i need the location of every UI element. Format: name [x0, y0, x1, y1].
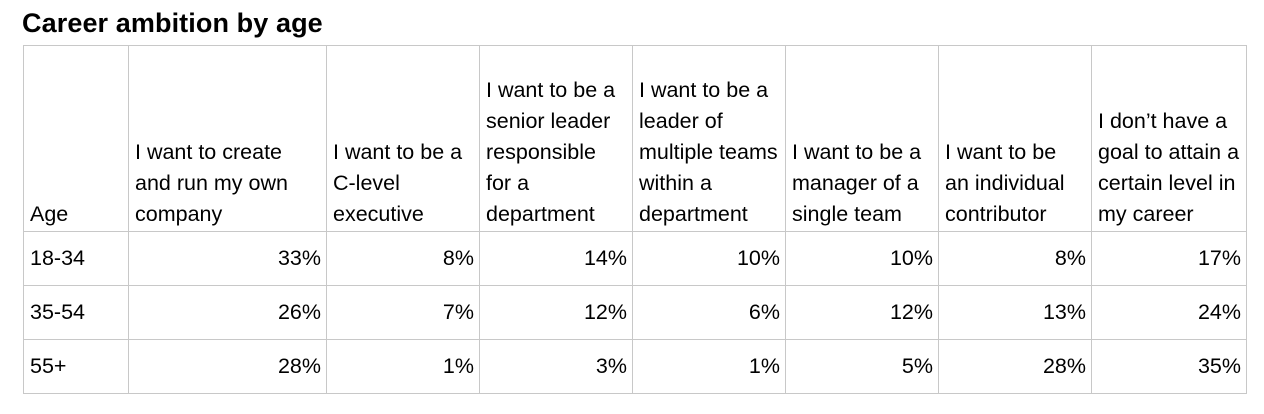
value-cell: 5% [785, 339, 939, 394]
table-row: 35-54 26% 7% 12% 6% 12% 13% 24% [23, 285, 1247, 340]
value-cell: 7% [326, 285, 480, 340]
value-cell: 10% [785, 231, 939, 286]
value-cell: 10% [632, 231, 786, 286]
value-cell: 17% [1091, 231, 1247, 286]
value-cell: 28% [938, 339, 1092, 394]
value-cell: 8% [938, 231, 1092, 286]
value-cell: 28% [128, 339, 327, 394]
age-cell: 18-34 [23, 231, 129, 286]
column-header-individual-contributor: I want to be an individual contributor [938, 45, 1092, 232]
column-header-multi-team-leader: I want to be a leader of multiple teams … [632, 45, 786, 232]
table-row: 18-34 33% 8% 14% 10% 10% 8% 17% [23, 231, 1247, 286]
age-cell: 35-54 [23, 285, 129, 340]
value-cell: 8% [326, 231, 480, 286]
value-cell: 1% [632, 339, 786, 394]
value-cell: 14% [479, 231, 633, 286]
value-cell: 26% [128, 285, 327, 340]
value-cell: 13% [938, 285, 1092, 340]
value-cell: 6% [632, 285, 786, 340]
value-cell: 12% [785, 285, 939, 340]
value-cell: 12% [479, 285, 633, 340]
value-cell: 3% [479, 339, 633, 394]
header-row: Age I want to create and run my own comp… [23, 45, 1247, 232]
column-header-no-goal: I don’t have a goal to attain a certain … [1091, 45, 1247, 232]
column-header-c-level: I want to be a C-level executive [326, 45, 480, 232]
column-header-age: Age [23, 45, 129, 232]
value-cell: 35% [1091, 339, 1247, 394]
column-header-senior-leader: I want to be a senior leader responsible… [479, 45, 633, 232]
column-header-team-manager: I want to be a manager of a single team [785, 45, 939, 232]
table-row: 55+ 28% 1% 3% 1% 5% 28% 35% [23, 339, 1247, 394]
column-header-own-company: I want to create and run my own company [128, 45, 327, 232]
chart-title: Career ambition by age [22, 8, 323, 38]
value-cell: 1% [326, 339, 480, 394]
age-cell: 55+ [23, 339, 129, 394]
value-cell: 33% [128, 231, 327, 286]
data-table: Age I want to create and run my own comp… [23, 45, 1247, 394]
value-cell: 24% [1091, 285, 1247, 340]
